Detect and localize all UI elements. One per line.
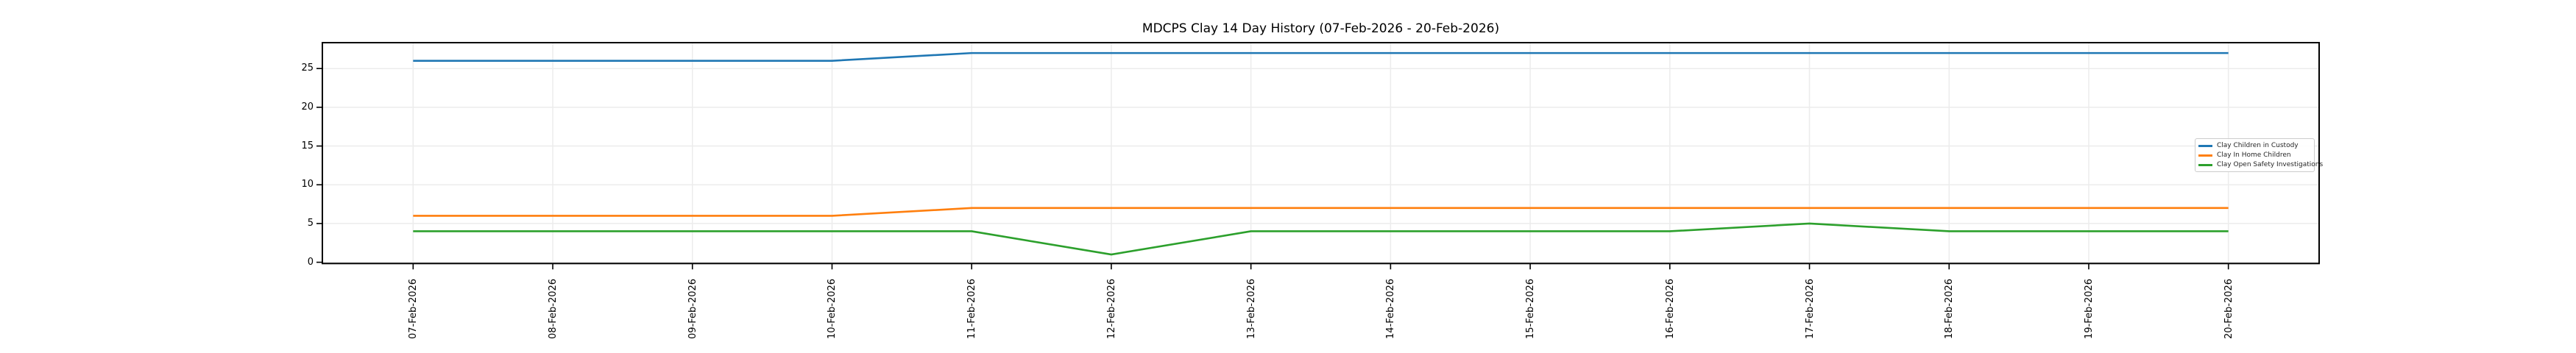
y-tick-label: 25 (301, 63, 314, 74)
legend-entry-clay-children-in-custody: Clay Children in Custody (2198, 142, 2310, 149)
x-tick-label: 20-Feb-2026 (2223, 279, 2234, 340)
y-tick-label: 15 (301, 140, 314, 151)
legend-line-sample-orange (2198, 154, 2212, 157)
legend: Clay Children in Custody Clay In Home Ch… (2195, 138, 2323, 172)
x-tick-label: 12-Feb-2026 (1105, 279, 1117, 340)
y-tick-label: 0 (307, 256, 314, 268)
legend-label: Clay In Home Children (2217, 151, 2291, 159)
x-tick-label: 10-Feb-2026 (827, 279, 838, 340)
legend-line-sample-green (2198, 163, 2212, 166)
x-tick-label: 08-Feb-2026 (548, 279, 559, 340)
x-tick-label: 19-Feb-2026 (2083, 279, 2095, 340)
legend-label: Clay Open Safety Investigations (2217, 161, 2324, 168)
x-tick-label: 15-Feb-2026 (1525, 279, 1537, 340)
chart-title: MDCPS Clay 14 Day History (07-Feb-2026 -… (1142, 21, 1500, 36)
x-tick-label: 18-Feb-2026 (1944, 279, 1956, 340)
y-tick-label: 5 (307, 217, 314, 229)
x-tick-label: 11-Feb-2026 (966, 279, 978, 340)
legend-line-sample-blue (2198, 144, 2212, 147)
line-clay-children-in-custody (413, 51, 2229, 62)
x-tick-label: 07-Feb-2026 (408, 279, 420, 340)
line-clay-in-home-children (413, 207, 2229, 217)
legend-entry-clay-in-home-children: Clay In Home Children (2198, 151, 2310, 159)
plot-border (322, 42, 2320, 265)
line-clay-open-safety-investigations (413, 222, 2229, 256)
y-tick-label: 10 (301, 179, 314, 190)
x-tick-label: 17-Feb-2026 (1804, 279, 1816, 340)
legend-entry-clay-open-safety-investigations: Clay Open Safety Investigations (2198, 161, 2323, 168)
x-tick-label: 13-Feb-2026 (1245, 279, 1257, 340)
x-tick-label: 09-Feb-2026 (687, 279, 698, 340)
legend-label: Clay Children in Custody (2217, 142, 2299, 149)
x-tick-label: 14-Feb-2026 (1385, 279, 1397, 340)
x-tick-label: 16-Feb-2026 (1664, 279, 1676, 340)
y-tick-label: 20 (301, 101, 314, 113)
